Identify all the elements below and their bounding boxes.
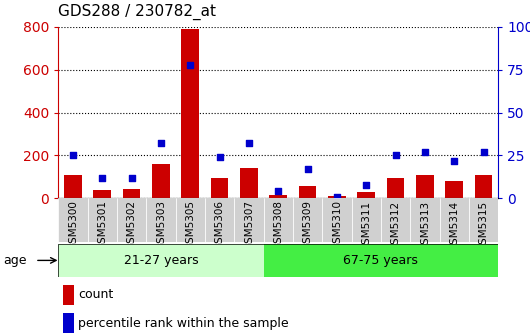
Bar — [416, 175, 434, 198]
Point — [245, 141, 253, 146]
Point — [303, 166, 312, 172]
Bar — [475, 175, 492, 198]
Bar — [240, 168, 258, 198]
Bar — [93, 190, 111, 198]
Bar — [381, 198, 410, 242]
Text: GDS288 / 230782_at: GDS288 / 230782_at — [58, 4, 216, 20]
Text: GSM5306: GSM5306 — [215, 200, 225, 250]
Bar — [322, 198, 351, 242]
Point — [479, 149, 488, 155]
Point — [186, 62, 195, 67]
Bar — [387, 178, 404, 198]
Text: GSM5305: GSM5305 — [186, 200, 195, 250]
Bar — [293, 198, 322, 242]
Bar — [123, 188, 140, 198]
Bar — [269, 195, 287, 198]
Text: GSM5309: GSM5309 — [303, 200, 313, 250]
Text: GSM5308: GSM5308 — [273, 200, 283, 250]
Bar — [152, 164, 170, 198]
Bar — [58, 198, 87, 242]
Bar — [299, 186, 316, 198]
Text: GSM5302: GSM5302 — [127, 200, 137, 250]
Bar — [205, 198, 234, 242]
Point — [421, 149, 429, 155]
Point — [127, 175, 136, 180]
Bar — [328, 196, 346, 198]
Text: GSM5300: GSM5300 — [68, 200, 78, 250]
Text: GSM5311: GSM5311 — [361, 200, 371, 251]
Text: 21-27 years: 21-27 years — [123, 254, 198, 267]
Bar — [117, 198, 146, 242]
Text: GSM5313: GSM5313 — [420, 200, 430, 251]
Bar — [357, 192, 375, 198]
Text: GSM5315: GSM5315 — [479, 200, 489, 251]
Point — [391, 153, 400, 158]
Bar — [351, 198, 381, 242]
Bar — [87, 198, 117, 242]
Text: percentile rank within the sample: percentile rank within the sample — [78, 317, 289, 330]
Text: GSM5314: GSM5314 — [449, 200, 459, 251]
Point — [450, 158, 458, 163]
Point — [69, 153, 77, 158]
Text: GSM5312: GSM5312 — [391, 200, 401, 251]
Bar — [234, 198, 263, 242]
Bar — [175, 198, 205, 242]
Bar — [263, 198, 293, 242]
Point — [333, 194, 341, 199]
Bar — [58, 244, 263, 277]
Text: count: count — [78, 288, 113, 301]
Text: GSM5310: GSM5310 — [332, 200, 342, 250]
Bar — [445, 181, 463, 198]
Point — [215, 155, 224, 160]
Bar — [63, 313, 74, 333]
Point — [362, 182, 370, 187]
Text: GSM5307: GSM5307 — [244, 200, 254, 250]
Bar — [63, 285, 74, 304]
Text: age: age — [3, 254, 27, 267]
Point — [274, 189, 282, 194]
Bar — [64, 175, 82, 198]
Bar — [211, 178, 228, 198]
Text: 67-75 years: 67-75 years — [343, 254, 418, 267]
Bar — [181, 29, 199, 198]
Bar — [410, 198, 439, 242]
Text: GSM5301: GSM5301 — [98, 200, 107, 250]
Text: GSM5303: GSM5303 — [156, 200, 166, 250]
Bar — [146, 198, 175, 242]
Bar — [263, 244, 498, 277]
Bar — [469, 198, 498, 242]
Point — [157, 141, 165, 146]
Bar — [439, 198, 469, 242]
Point — [98, 175, 107, 180]
